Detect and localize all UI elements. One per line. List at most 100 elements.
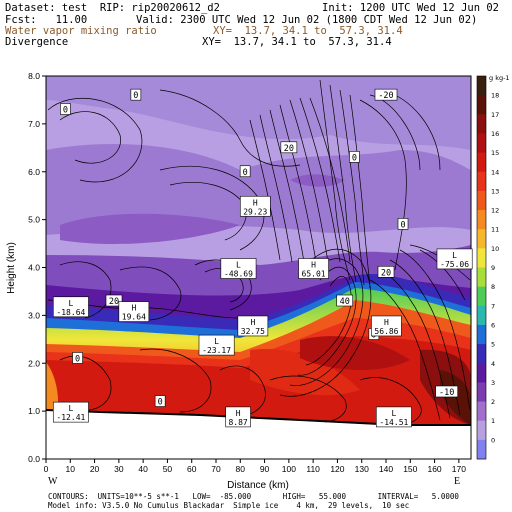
- footer-contour-info: CONTOURS: UNITS=10**-5 s**-1 LOW= -85.00…: [48, 492, 459, 501]
- extremum-type-label: H: [311, 261, 316, 270]
- init-time-label: Init: 1200 UTC Wed 12 Jun 02: [322, 2, 500, 14]
- colorbar-level-label: 4: [491, 360, 495, 368]
- colorbar-swatch: [477, 401, 486, 422]
- contour-value-label: 0: [133, 91, 138, 101]
- extremum-box: [225, 406, 251, 428]
- extremum-value-label: 29.23: [243, 207, 267, 216]
- x-tick-label: 30: [114, 464, 124, 474]
- x-tick-label: 90: [260, 464, 270, 474]
- extremum-type-label: H: [131, 304, 136, 313]
- extremum-type-label: H: [384, 318, 389, 327]
- colorbar-level-label: 13: [491, 187, 499, 195]
- colorbar-swatch: [477, 114, 486, 134]
- colorbar-level-label: 14: [491, 168, 499, 176]
- y-tick-label: 7.0: [28, 119, 40, 129]
- contour-label-box: [60, 103, 71, 115]
- x-tick-label: 100: [282, 464, 296, 474]
- colorbar-level-label: 18: [491, 92, 499, 100]
- extremum-box: [375, 406, 412, 428]
- extremum-box: [220, 258, 257, 279]
- contour-label-box: [105, 294, 123, 307]
- contour-value-label: 20: [381, 268, 391, 278]
- colorbar-swatch: [477, 382, 486, 403]
- contour-value-label: 20: [109, 297, 119, 307]
- colorbar-swatch: [477, 133, 486, 154]
- colorbar-level-label: 17: [491, 111, 499, 119]
- extremum-value-label: 19.64: [122, 313, 146, 322]
- extremum-value-label: 56.86: [374, 327, 398, 336]
- contour-label-box: [280, 141, 298, 154]
- y-tick-label: 8.0: [28, 71, 40, 81]
- colorbar-level-label: 6: [491, 321, 495, 329]
- x-tick-label: 150: [403, 464, 417, 474]
- contour-label-box: [239, 165, 251, 178]
- colorbar-swatch: [477, 305, 486, 326]
- extremum-value-label: 32.75: [241, 327, 265, 336]
- extremum-box: [298, 258, 329, 279]
- colorbar-swatch: [477, 439, 486, 460]
- colorbar-swatch: [477, 248, 486, 268]
- dataset-label: Dataset: test RIP: rip20020612_d2: [5, 2, 220, 14]
- colorbar-swatch: [477, 324, 486, 345]
- x-tick-label: 130: [355, 464, 369, 474]
- colorbar-level-label: 2: [491, 398, 495, 406]
- forecast-hour-label: Fcst: 11.00: [5, 14, 88, 26]
- contour-label-box: [154, 395, 166, 407]
- extremum-box: [52, 296, 89, 318]
- x-tick-label: 170: [452, 464, 466, 474]
- colorbar-level-label: 3: [491, 379, 495, 387]
- extremum-type-label: L: [236, 261, 241, 270]
- x-axis-west-label: W: [48, 476, 58, 487]
- contour-label-box: [130, 88, 142, 101]
- extremum-value-label: -75.06: [440, 260, 469, 269]
- y-tick-label: 1.0: [28, 406, 40, 416]
- y-tick-label: 3.0: [28, 310, 40, 320]
- contour-value-label: 0: [158, 398, 163, 408]
- colorbar-frame: [476, 75, 487, 460]
- y-axis-title: Height (km): [6, 242, 17, 294]
- contour-value-label: 40: [340, 297, 350, 307]
- x-tick-label: 120: [330, 464, 344, 474]
- contour-label-box: [349, 151, 360, 163]
- colorbar-swatch: [477, 420, 486, 441]
- colorbar-level-label: 10: [491, 245, 499, 253]
- x-tick-label: 0: [44, 464, 49, 474]
- colorbar-level-label: 15: [491, 149, 499, 157]
- colorbar-swatch: [477, 95, 486, 115]
- x-tick-label: 80: [236, 464, 246, 474]
- contour-value-label: -20: [378, 91, 393, 101]
- colorbar-level-label: 0: [491, 436, 495, 444]
- extremum-type-label: L: [68, 299, 73, 308]
- extremum-box: [52, 401, 89, 423]
- colorbar-level-label: 9: [491, 264, 495, 272]
- mixing-ratio-field: [46, 76, 471, 459]
- extremum-type-label: H: [250, 318, 255, 327]
- contour-label-box: [377, 265, 395, 278]
- x-tick-label: 70: [211, 464, 221, 474]
- extremum-value-label: -12.41: [56, 413, 85, 422]
- colorbar-swatch: [477, 190, 486, 211]
- colorbar-level-label: 11: [491, 226, 499, 234]
- field-xy-water-vapor: XY= 13.7, 34.1 to 57.3, 31.4: [213, 25, 403, 37]
- extremum-value-label: 65.01: [302, 270, 326, 279]
- extremum-value-label: -23.17: [202, 346, 231, 355]
- y-tick-label: 6.0: [28, 167, 40, 177]
- colorbar-swatch: [477, 229, 486, 249]
- footer-model-info: Model info: V3.5.0 No Cumulus Blackadar …: [48, 501, 410, 510]
- extremum-box: [118, 301, 150, 322]
- colorbar-level-label: 8: [491, 283, 495, 291]
- colorbar-level-label: 1: [491, 417, 495, 425]
- y-axis-ticks: 0.0 1.0 2.0 3.0 4.0 5.0 6.0 7.0 8.0: [28, 71, 46, 464]
- x-tick-label: 40: [138, 464, 148, 474]
- x-tick-label: 50: [163, 464, 173, 474]
- extremum-box: [237, 315, 269, 337]
- extremum-box: [198, 334, 235, 356]
- x-axis-title: Distance (km): [227, 480, 289, 491]
- contour-value-label: 0: [400, 220, 405, 230]
- colorbar-swatch: [477, 286, 486, 307]
- contour-label-box: [397, 218, 409, 230]
- extremum-value-label: 8.87: [228, 418, 247, 427]
- field-name-divergence: Divergence: [5, 36, 69, 48]
